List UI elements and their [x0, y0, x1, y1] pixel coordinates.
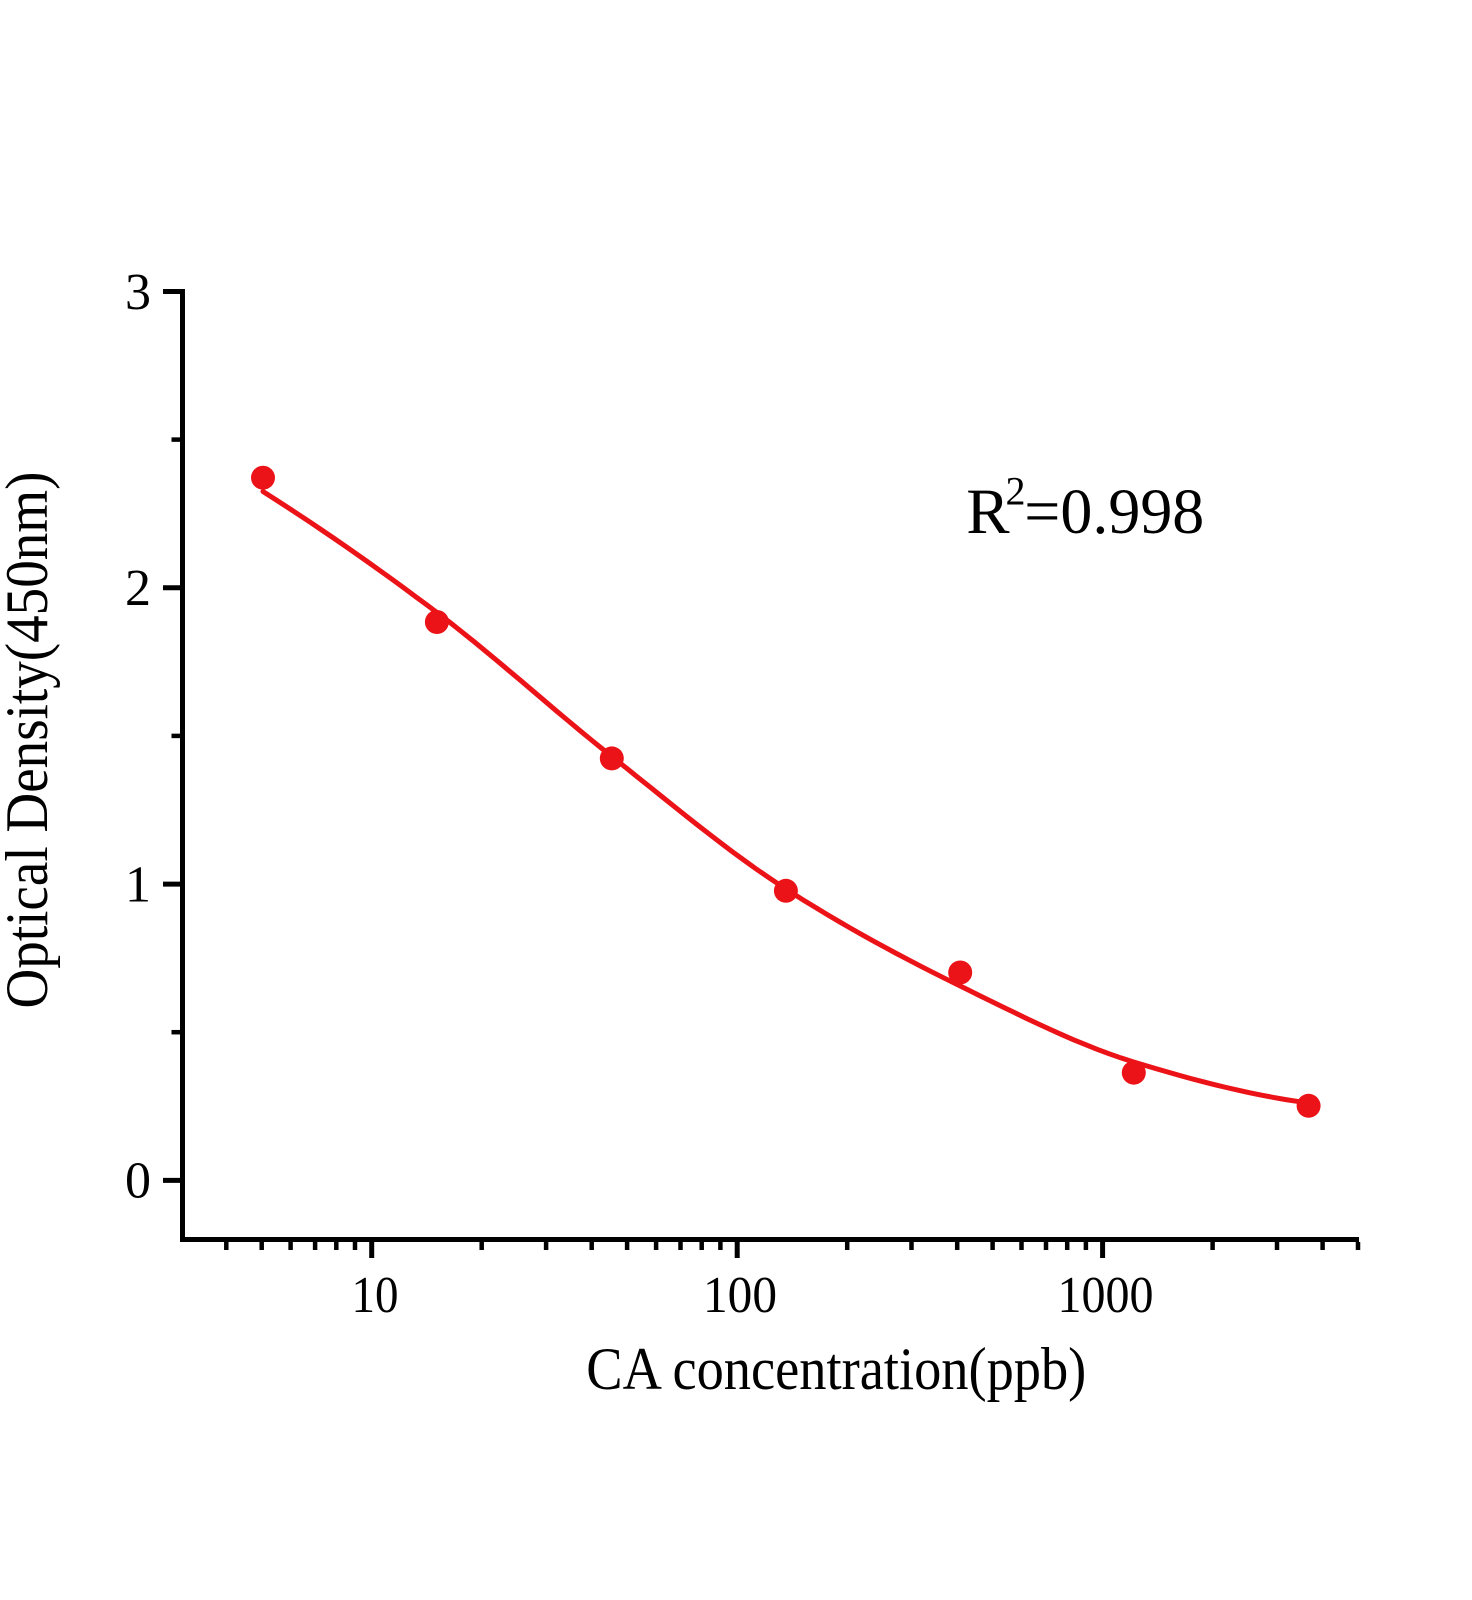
svg-text:2: 2 — [125, 560, 151, 617]
svg-text:Optical Density(450nm): Optical Density(450nm) — [0, 472, 60, 1009]
svg-text:R: R — [966, 476, 1010, 548]
svg-text:0: 0 — [125, 1153, 151, 1210]
svg-text:10: 10 — [352, 1267, 399, 1324]
svg-text:1: 1 — [125, 856, 151, 913]
svg-text:CA concentration(ppb): CA concentration(ppb) — [586, 1336, 1086, 1402]
svg-text:3: 3 — [125, 264, 151, 321]
svg-text:100: 100 — [703, 1267, 777, 1324]
svg-text:2: 2 — [1006, 469, 1026, 514]
svg-text:=0.998: =0.998 — [1024, 476, 1204, 548]
svg-text:1000: 1000 — [1058, 1267, 1154, 1324]
